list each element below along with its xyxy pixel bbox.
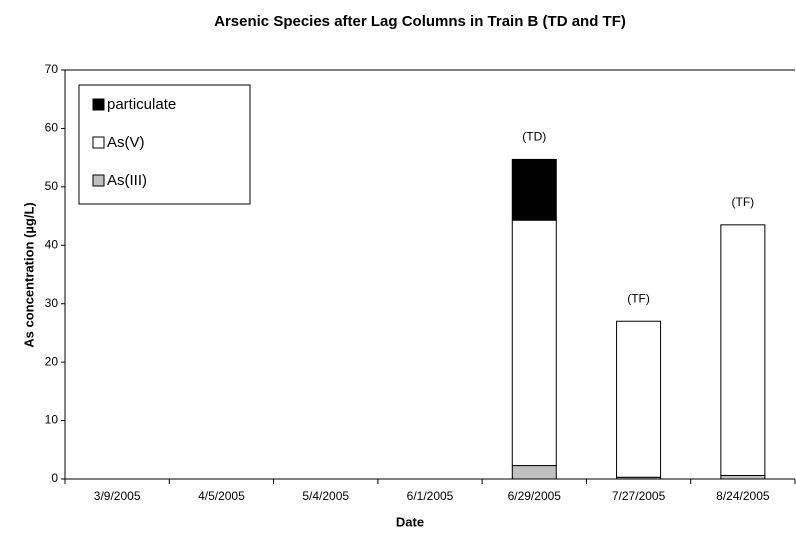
legend-swatch <box>92 174 105 187</box>
y-tick-label: 50 <box>45 179 59 193</box>
legend-swatch <box>92 98 105 111</box>
y-tick-label: 70 <box>45 62 59 76</box>
annotation: (TF) <box>732 195 755 209</box>
x-tick-label: 5/4/2005 <box>302 489 349 503</box>
y-tick-label: 0 <box>51 471 58 485</box>
x-tick-label: 4/5/2005 <box>198 489 245 503</box>
x-tick-label: 7/27/2005 <box>612 489 666 503</box>
legend-label: particulate <box>107 96 176 113</box>
chart-title: Arsenic Species after Lag Columns in Tra… <box>214 13 626 30</box>
x-tick-label: 3/9/2005 <box>94 489 141 503</box>
bar-segment <box>511 158 557 221</box>
bar-segment <box>720 474 766 480</box>
bar-segment <box>511 465 557 480</box>
x-tick-label: 8/24/2005 <box>716 489 770 503</box>
x-axis-label: Date <box>396 514 424 529</box>
y-tick-label: 40 <box>45 237 59 251</box>
legend-label: As(III) <box>107 172 147 189</box>
y-tick-label: 30 <box>45 296 59 310</box>
legend-swatch <box>92 136 105 149</box>
x-tick-label: 6/29/2005 <box>508 489 562 503</box>
y-tick-label: 60 <box>45 121 59 135</box>
legend-label: As(V) <box>107 134 145 151</box>
x-tick-label: 6/1/2005 <box>407 489 454 503</box>
annotation: (TD) <box>522 130 546 144</box>
y-tick-label: 20 <box>45 354 59 368</box>
bar-segment <box>720 224 766 476</box>
y-axis-label: As concentration (µg/L) <box>21 202 36 347</box>
bar-segment <box>511 219 557 467</box>
legend-box <box>78 84 251 205</box>
annotation: (TF) <box>627 291 650 305</box>
bar-segment <box>616 320 662 478</box>
y-tick-label: 10 <box>45 413 59 427</box>
